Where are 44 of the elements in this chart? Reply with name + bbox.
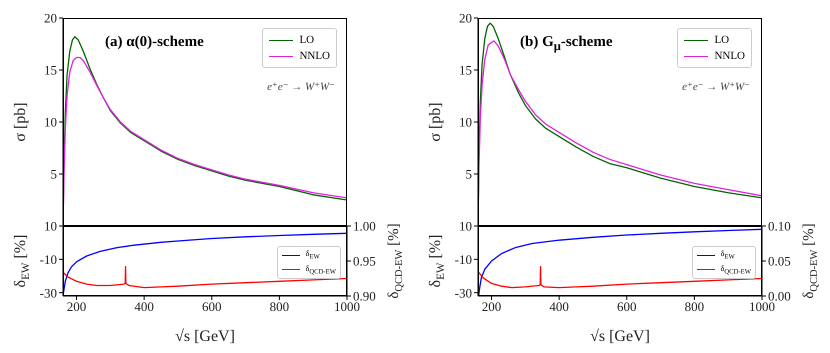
legend-label: δ$_{QCD-EW}$ <box>720 262 751 278</box>
y-tick-label: -30 <box>454 285 472 300</box>
y-axis-title: σ [pb] <box>426 102 444 142</box>
y-tick-label: -10 <box>454 252 472 267</box>
legend-label: δ$_{EW}$ <box>306 248 320 263</box>
y-tick-label: 5 <box>466 166 472 182</box>
legend-label: LO <box>714 33 730 48</box>
x-tick-label: 400 <box>134 299 154 314</box>
x-tick-label: 400 <box>549 299 569 314</box>
y2-tick-label: 0.95 <box>353 254 376 269</box>
annotation: e⁺e⁻ → W⁺W⁻ <box>682 80 750 93</box>
legend-label: NNLO <box>299 49 330 64</box>
x-tick-label: 800 <box>684 299 704 314</box>
x-tick-label: 600 <box>617 299 637 314</box>
y2-tick-label: 0.10 <box>768 218 791 234</box>
legend-label: LO <box>299 33 314 48</box>
line-series <box>63 266 347 288</box>
legend-label: NNLO <box>714 49 745 64</box>
y2-tick-label: 1.00 <box>353 218 376 234</box>
y-tick-label: -30 <box>40 285 57 300</box>
x-axis-title: √s [GeV] <box>175 328 235 344</box>
y-axis-title: σ [pb] <box>12 102 28 142</box>
x-tick-label: 200 <box>482 299 502 314</box>
x-tick-label: 800 <box>270 299 290 314</box>
y2-tick-label: 0.05 <box>768 254 791 269</box>
y-tick-label: 15 <box>44 62 57 78</box>
legend-label: δ$_{QCD-EW}$ <box>306 262 336 278</box>
y-tick-label: 10 <box>44 114 57 130</box>
legend-label: δ$_{EW}$ <box>720 248 735 263</box>
y-tick-label: -10 <box>40 252 57 267</box>
text: (b) G$_{μ}$-scheme <box>520 34 612 54</box>
y-tick-label: 15 <box>459 62 472 78</box>
y-tick-label: 5 <box>50 166 57 182</box>
y-tick-label: 20 <box>44 10 57 26</box>
x-tick-label: 600 <box>202 299 222 314</box>
line-series <box>478 266 762 288</box>
y-tick-label: 10 <box>44 218 57 234</box>
y-tick-label: 10 <box>459 218 472 234</box>
x-tick-label: 200 <box>66 299 86 314</box>
text: (a) α(0)-scheme <box>105 34 204 51</box>
y-tick-label: 20 <box>459 10 472 26</box>
x-axis-title: √s [GeV] <box>590 328 650 344</box>
annotation: e⁺e⁻ → W⁺W⁻ <box>267 80 335 93</box>
y-tick-label: 10 <box>459 114 472 130</box>
